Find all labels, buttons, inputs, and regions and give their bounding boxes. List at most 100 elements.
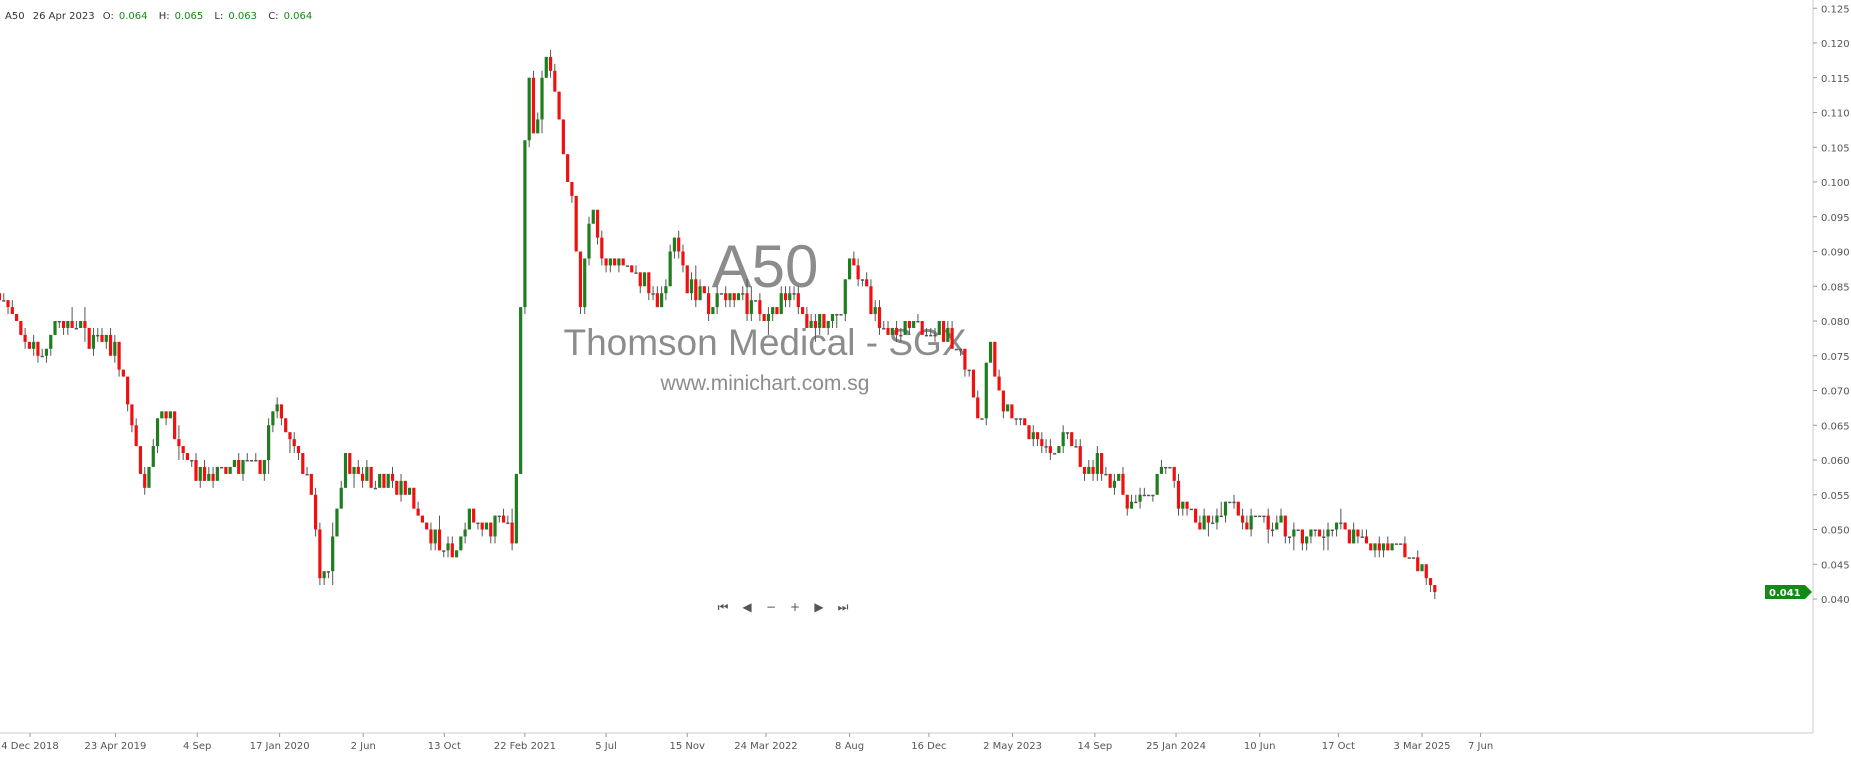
candle-body xyxy=(1112,480,1117,488)
candle-body xyxy=(1159,466,1164,474)
candle-body xyxy=(429,529,433,544)
candle-body xyxy=(14,314,19,321)
candle-body xyxy=(44,348,49,356)
y-tick-label: 0.120 xyxy=(1821,39,1850,50)
candle-body xyxy=(220,466,224,469)
y-tick-label: 0.060 xyxy=(1821,456,1850,467)
candle-body xyxy=(1403,543,1407,558)
candle-body xyxy=(912,321,916,328)
candle-body xyxy=(190,460,194,462)
candle-body xyxy=(1232,501,1236,504)
first-icon[interactable]: ⏮ xyxy=(717,600,729,614)
candle-body xyxy=(1228,501,1232,504)
candle-body xyxy=(664,286,668,294)
candle-body xyxy=(301,453,305,474)
candle-body xyxy=(899,334,903,337)
candle-body xyxy=(91,334,96,349)
candle-body xyxy=(1253,515,1257,518)
candle-body xyxy=(613,258,617,266)
candle-body xyxy=(1394,543,1398,545)
candle-body xyxy=(583,258,587,308)
candle-body xyxy=(343,453,348,488)
candle-body xyxy=(27,341,31,349)
candle-body xyxy=(672,237,677,252)
candle-body xyxy=(420,515,424,523)
last-icon[interactable]: ⏭ xyxy=(837,600,849,614)
y-tick-label: 0.105 xyxy=(1821,143,1850,154)
low-label: L: xyxy=(214,11,224,22)
y-tick-label: 0.110 xyxy=(1821,109,1850,120)
candle-body xyxy=(1181,501,1185,509)
candle-body xyxy=(164,411,168,419)
candle-body xyxy=(1270,529,1275,531)
candle-body xyxy=(296,446,301,454)
y-tick-label: 0.125 xyxy=(1821,4,1850,15)
next-icon[interactable]: ▶ xyxy=(814,600,824,614)
candle-body xyxy=(1249,515,1253,530)
candle-body xyxy=(1138,494,1142,502)
candle-body xyxy=(348,453,352,474)
zoom-in-icon[interactable]: + xyxy=(789,600,801,614)
candle-body xyxy=(185,453,190,460)
candle-body xyxy=(826,321,830,328)
candle-body xyxy=(173,411,177,440)
prev-icon[interactable]: ◀ xyxy=(742,600,752,614)
candle-body xyxy=(591,209,595,224)
zoom-out-icon[interactable]: − xyxy=(765,600,777,614)
candle-body xyxy=(873,307,877,315)
candle-body xyxy=(36,341,40,356)
candle-body xyxy=(1176,480,1181,509)
candle-body xyxy=(1001,390,1005,412)
last-price-tag xyxy=(1765,585,1812,600)
candle-body xyxy=(702,286,706,294)
candle-body xyxy=(621,258,625,266)
candle-body xyxy=(860,279,864,281)
x-tick-label: 5 Jul xyxy=(595,741,617,752)
candle-body xyxy=(117,341,121,370)
candle-body xyxy=(689,279,694,294)
candle-body xyxy=(1352,529,1356,544)
candle-body xyxy=(753,300,758,302)
candle-body xyxy=(66,321,70,328)
candle-body xyxy=(476,522,480,525)
candle-body xyxy=(993,341,997,377)
candle-body xyxy=(630,265,634,273)
open-value: 0.064 xyxy=(118,11,148,22)
candle-body xyxy=(454,550,459,558)
candle-body xyxy=(980,418,984,420)
candle-body xyxy=(1117,473,1121,481)
candle-body xyxy=(228,466,232,474)
candle-body xyxy=(1142,494,1146,497)
candle-body xyxy=(267,425,271,460)
candle-body xyxy=(655,293,659,308)
candle-body xyxy=(1023,418,1027,426)
candle-body xyxy=(1053,453,1057,455)
candle-body xyxy=(450,543,454,558)
candle-body xyxy=(651,293,655,295)
candle-body xyxy=(497,515,501,518)
candle-body xyxy=(245,460,249,462)
x-tick-label: 22 Feb 2021 xyxy=(494,741,556,752)
candle-body xyxy=(416,508,420,516)
candle-body xyxy=(638,272,642,287)
candle-body xyxy=(6,300,10,308)
x-tick-label: 23 Apr 2019 xyxy=(85,741,147,752)
candle-body xyxy=(194,460,198,481)
candle-body xyxy=(134,425,138,447)
date: 26 Apr 2023 xyxy=(32,11,95,22)
candle-body xyxy=(954,348,958,351)
candle-body xyxy=(1386,543,1390,551)
candle-body xyxy=(100,334,104,342)
candle-body xyxy=(463,529,467,537)
candle-body xyxy=(698,286,702,301)
candle-body xyxy=(1078,446,1082,467)
x-tick-label: 17 Jan 2020 xyxy=(250,741,310,752)
close-label: C: xyxy=(268,11,279,22)
candle-body xyxy=(608,258,612,266)
y-tick-label: 0.050 xyxy=(1821,526,1850,537)
candle-body xyxy=(395,480,399,495)
candle-body xyxy=(1206,515,1211,523)
candle-body xyxy=(1100,453,1104,474)
candle-body xyxy=(1364,536,1369,544)
